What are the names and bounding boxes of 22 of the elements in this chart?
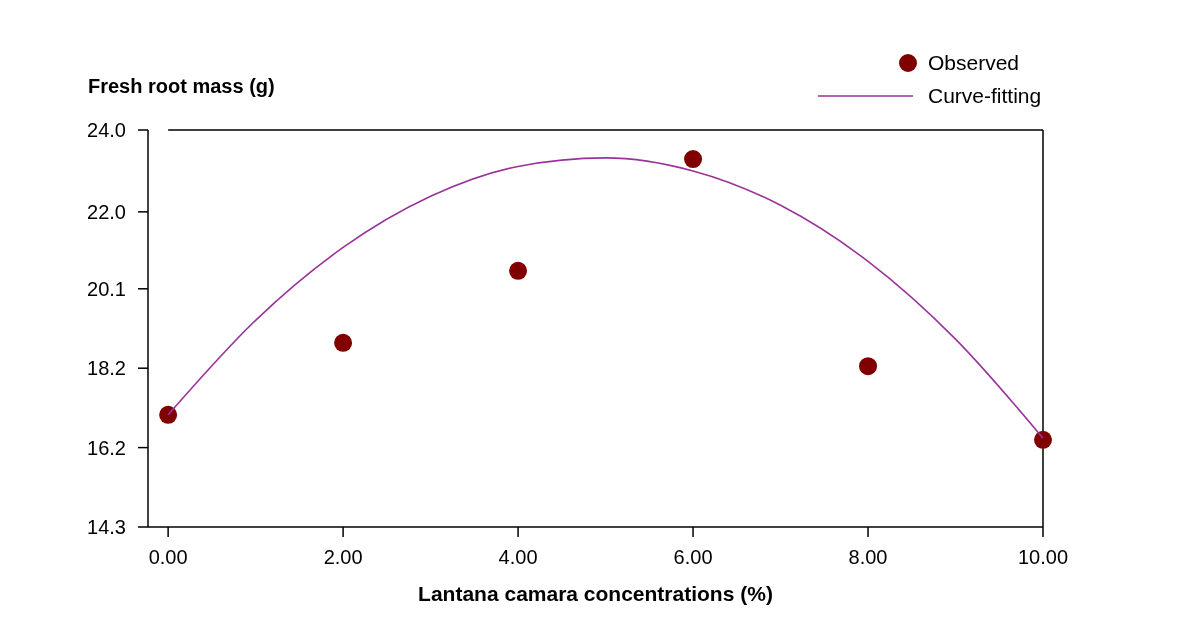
y-tick-label: 14.3 <box>87 516 126 538</box>
point <box>684 150 703 169</box>
point <box>334 333 353 352</box>
y-axis-title: Fresh root mass (g) <box>88 75 275 97</box>
y-tick-label: 22.0 <box>87 200 126 223</box>
point <box>509 261 528 280</box>
x-tick-label: 6.00 <box>673 546 713 568</box>
x-axis-title: Lantana camara concentrations (%) <box>418 582 773 605</box>
x-tick-label: 10.00 <box>1017 546 1069 568</box>
y-tick-label: 20.1 <box>87 277 126 300</box>
point <box>1034 430 1052 449</box>
x-tick-label: 4.00 <box>498 546 538 568</box>
y-tick-label: 18.2 <box>87 357 126 380</box>
point <box>859 357 878 376</box>
point <box>159 405 178 424</box>
x-tick-label: 8.00 <box>848 546 888 568</box>
y-tick-label: 24.0 <box>87 119 126 141</box>
x-tick-label: 2.00 <box>323 546 363 568</box>
x-tick-label: 0.00 <box>148 546 188 568</box>
legend-label: Observed <box>928 51 1020 75</box>
legend-label: Curve-fitting <box>928 84 1042 108</box>
y-tick-label: 16.2 <box>87 436 126 459</box>
